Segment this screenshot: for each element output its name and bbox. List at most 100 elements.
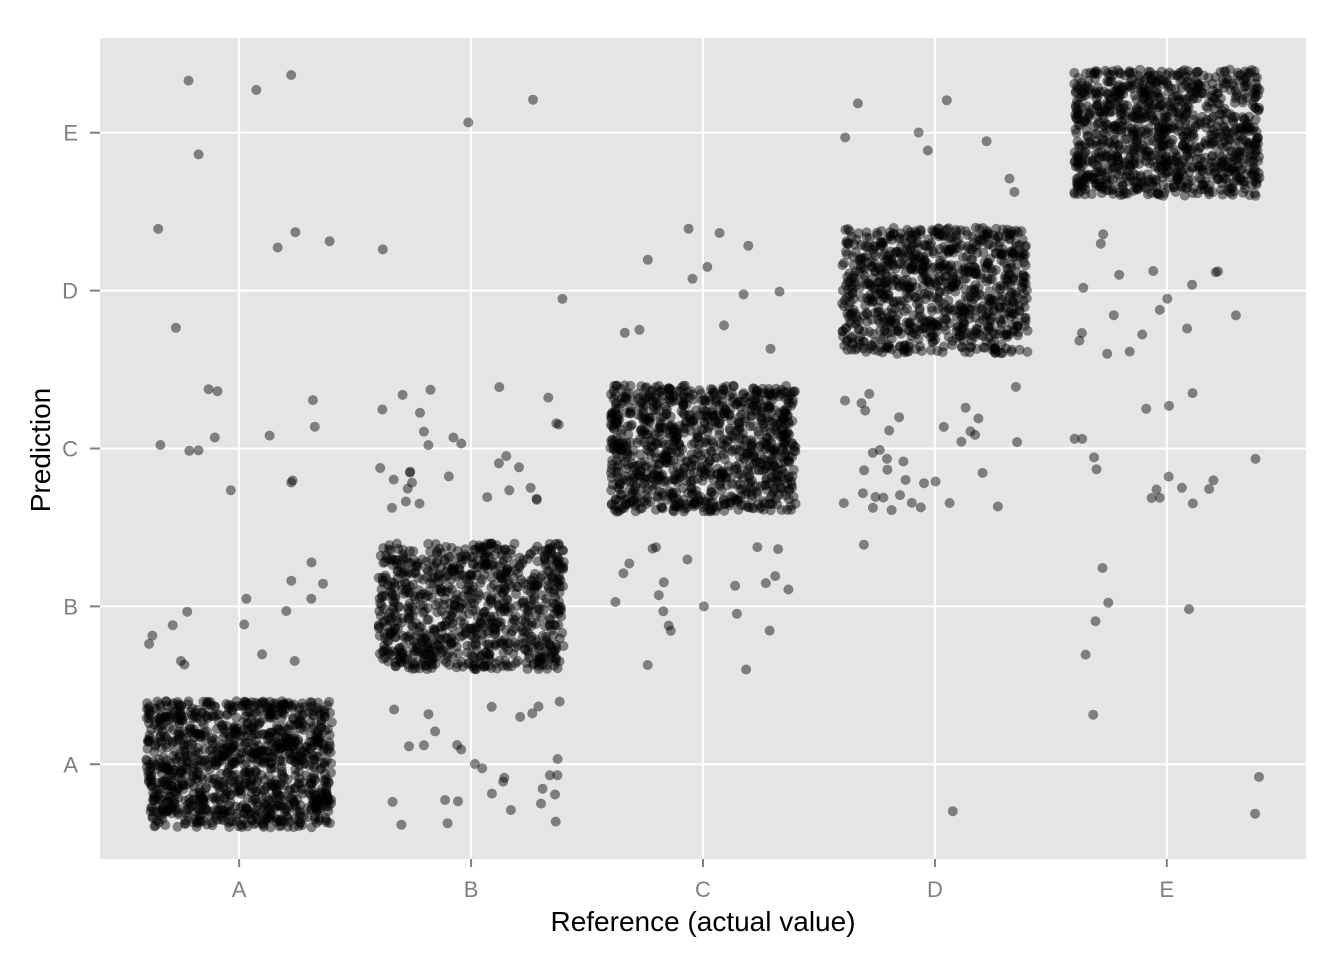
data-point <box>313 732 324 743</box>
data-point <box>782 478 792 489</box>
data-point <box>544 544 555 555</box>
data-point <box>460 550 471 560</box>
data-point <box>170 706 180 717</box>
data-point <box>175 705 186 716</box>
data-point <box>534 658 544 669</box>
data-point <box>165 713 176 724</box>
data-point <box>490 623 501 634</box>
data-point <box>387 650 398 661</box>
data-point <box>509 637 520 648</box>
data-point <box>765 389 776 400</box>
data-point <box>844 317 855 328</box>
data-point <box>162 791 173 801</box>
data-point <box>386 554 397 565</box>
data-point <box>537 783 548 794</box>
data-point <box>290 770 301 781</box>
data-point <box>239 619 250 630</box>
data-point <box>172 821 183 832</box>
data-point <box>308 723 318 734</box>
data-point <box>437 627 448 638</box>
data-point <box>147 811 158 822</box>
data-point <box>276 816 287 827</box>
data-point <box>227 743 238 754</box>
data-point <box>446 565 457 576</box>
data-point <box>470 659 481 670</box>
data-point <box>166 781 177 792</box>
data-point <box>154 798 165 809</box>
data-point <box>951 230 962 241</box>
data-point <box>252 800 263 811</box>
data-point <box>1006 288 1017 298</box>
data-point <box>145 806 156 817</box>
data-point <box>404 741 414 752</box>
data-point <box>393 655 404 666</box>
data-point <box>637 503 648 514</box>
data-point <box>436 562 446 573</box>
data-point <box>249 729 260 740</box>
data-point <box>436 621 447 632</box>
data-point <box>228 702 239 712</box>
data-point <box>380 643 391 654</box>
data-point <box>285 734 296 744</box>
data-point <box>469 664 480 674</box>
data-point <box>540 560 551 571</box>
data-point <box>312 737 323 748</box>
data-point <box>997 294 1008 305</box>
data-point <box>146 724 157 735</box>
data-point <box>628 445 639 456</box>
data-point <box>456 569 467 580</box>
data-point <box>522 664 533 674</box>
data-point <box>216 751 227 762</box>
data-point <box>1070 161 1081 172</box>
data-point <box>925 332 936 343</box>
data-point <box>264 803 275 814</box>
data-point <box>607 407 618 418</box>
data-point <box>536 798 546 809</box>
data-point <box>706 420 716 431</box>
data-point <box>462 599 473 610</box>
data-point <box>375 550 386 561</box>
data-point <box>259 800 270 810</box>
data-point <box>218 732 229 742</box>
data-point <box>147 813 158 823</box>
data-point <box>608 441 619 452</box>
data-point <box>168 768 178 778</box>
data-point <box>406 558 416 569</box>
data-point <box>389 608 400 619</box>
data-point <box>752 400 762 411</box>
data-point <box>529 568 540 579</box>
data-point <box>520 643 530 654</box>
data-point <box>177 780 188 790</box>
data-point <box>642 484 653 494</box>
data-point <box>514 552 525 563</box>
data-point <box>510 565 521 576</box>
data-point <box>510 658 521 669</box>
data-point <box>742 448 753 458</box>
data-point <box>152 791 163 802</box>
data-point <box>782 504 793 515</box>
data-point <box>687 499 698 509</box>
data-point <box>280 704 291 715</box>
data-point <box>278 791 289 802</box>
data-point <box>698 506 709 517</box>
data-point <box>541 634 552 645</box>
data-point <box>543 392 554 403</box>
data-point <box>314 815 325 826</box>
data-point <box>546 547 557 558</box>
data-point <box>281 732 292 743</box>
data-point <box>470 604 481 615</box>
data-point <box>467 623 478 634</box>
data-point <box>719 499 730 510</box>
data-point <box>460 554 471 565</box>
data-point <box>760 578 771 589</box>
data-point <box>325 747 336 758</box>
data-point <box>407 621 418 632</box>
data-point <box>655 422 666 433</box>
data-point <box>714 228 725 238</box>
data-point <box>1176 482 1187 493</box>
data-point <box>178 761 189 772</box>
data-point <box>173 780 184 791</box>
data-point <box>734 424 745 435</box>
data-point <box>481 647 491 658</box>
data-point <box>434 597 444 608</box>
